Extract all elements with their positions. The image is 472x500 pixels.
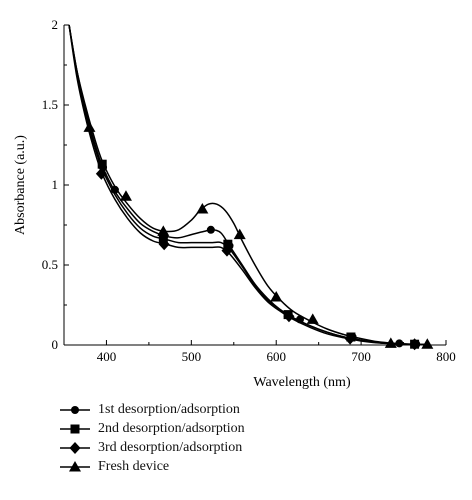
legend-key-circle-icon	[60, 405, 90, 414]
series-line	[68, 24, 430, 346]
y-tick-label: 0.5	[42, 257, 58, 272]
legend-marker-triangle	[69, 460, 81, 471]
legend-key-square-icon	[60, 424, 90, 433]
data-point-triangle	[233, 228, 246, 240]
x-tick-label: 600	[266, 349, 286, 364]
x-tick-label: 400	[97, 349, 117, 364]
legend-marker-diamond	[69, 441, 81, 454]
legend: 1st desorption/adsorption 2nd desorption…	[58, 400, 245, 476]
x-tick-label: 500	[182, 349, 202, 364]
legend-label: Fresh device	[98, 458, 170, 474]
x-axis-label: Wavelength (nm)	[253, 375, 351, 390]
legend-label: 1st desorption/adsorption	[98, 401, 240, 417]
legend-key-diamond-icon	[60, 441, 90, 454]
data-point-square	[223, 239, 233, 249]
legend-marker-square	[70, 424, 80, 433]
legend-label: 3rd desorption/adsorption	[98, 439, 243, 455]
data-point-triangle	[119, 190, 132, 201]
series-triangle	[68, 24, 434, 349]
legend-label: 2nd desorption/adsorption	[98, 420, 245, 436]
legend-marker-circle	[71, 405, 79, 414]
y-tick-label: 1.5	[42, 97, 58, 112]
plot-frame	[63, 25, 446, 346]
x-axis: 400 500 600 700 800	[63, 340, 456, 364]
series-square	[68, 24, 430, 349]
legend-item-1st: 1st desorption/adsorption	[58, 400, 245, 419]
legend-item-2nd: 2nd desorption/adsorption	[58, 419, 245, 438]
series-line	[68, 24, 430, 346]
x-tick-label: 800	[436, 349, 456, 364]
data-point-triangle	[196, 203, 209, 214]
data-point-triangle	[83, 121, 96, 132]
series-line	[68, 24, 430, 346]
y-axis: 0 0.5 1 1.5 2	[42, 17, 69, 352]
data-point-triangle	[421, 338, 434, 349]
series-line	[68, 24, 430, 346]
data-point-diamond	[95, 167, 107, 180]
data-point-diamond	[283, 310, 295, 323]
data-point-diamond	[158, 238, 170, 251]
data-point-triangle	[384, 337, 397, 348]
series-circle	[68, 24, 430, 349]
y-tick-label: 1	[52, 177, 59, 192]
x-tick-label: 700	[351, 349, 371, 364]
series-diamond	[68, 24, 430, 351]
series-layer	[68, 24, 434, 351]
y-tick-label: 2	[52, 17, 59, 32]
legend-item-3rd: 3rd desorption/adsorption	[58, 438, 245, 457]
y-axis-label: Absorbance (a.u.)	[13, 135, 28, 235]
y-tick-label: 0	[52, 337, 59, 352]
legend-item-fresh: Fresh device	[58, 457, 245, 476]
data-point-triangle	[306, 313, 319, 324]
data-point-triangle	[270, 291, 283, 302]
data-point-diamond	[221, 244, 233, 257]
data-point-circle	[206, 225, 215, 234]
data-point-square	[97, 159, 107, 169]
legend-key-triangle-icon	[60, 460, 90, 471]
data-point-triangle	[157, 225, 170, 236]
